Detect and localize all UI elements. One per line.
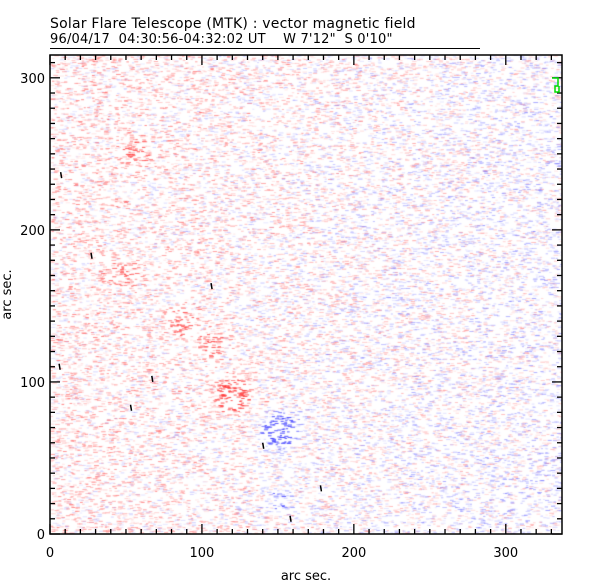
position-ns: S 0'10" [344,32,393,47]
obs-time-range: 04:30:56-04:32:02 UT [118,32,266,47]
obs-date: 96/04/17 [50,32,110,47]
field-vector [129,404,133,411]
y-axis-label: arc sec. [0,269,15,319]
title-underline [50,48,480,49]
y-tick-label: 100 [20,376,45,391]
field-vector [261,442,265,449]
x-axis-label: arc sec. [281,569,331,584]
chart-title: Solar Flare Telescope (MTK) : vector mag… [50,16,416,32]
y-tick-label: 0 [37,528,45,543]
field-vector [151,375,154,383]
magnetogram-image [50,55,562,534]
field-vector [59,172,63,179]
x-tick-label: 300 [493,546,518,561]
x-tick-label: 100 [190,546,215,561]
field-vector [58,363,61,370]
field-vector [289,515,292,522]
x-tick-label: 0 [46,546,54,561]
plot-frame [49,54,563,535]
x-tick-label: 200 [341,546,366,561]
reference-marker [552,77,560,93]
y-tick-label: 300 [20,72,45,87]
field-vector [210,283,213,290]
field-vector [90,252,93,259]
y-tick-label: 200 [20,224,45,239]
field-vector [319,485,323,492]
chart-subtitle: 96/04/17 04:30:56-04:32:02 UT W 7'12" S … [50,32,393,47]
position-ew: W 7'12" [283,32,336,47]
